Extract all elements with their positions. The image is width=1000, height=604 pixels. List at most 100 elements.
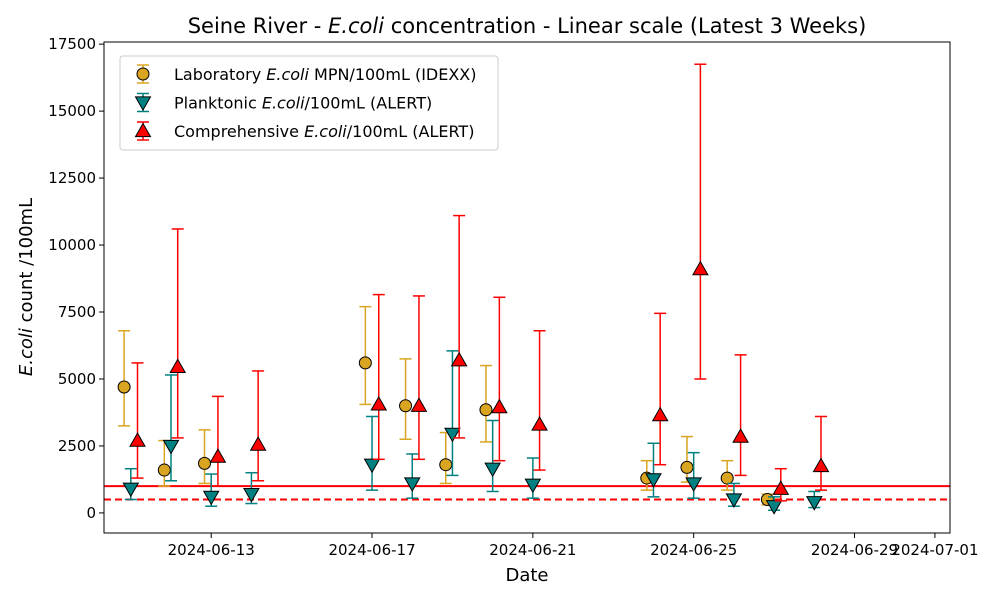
chart-title: Seine River - E.coli concentration - Lin… (188, 14, 867, 38)
circle-marker (720, 471, 734, 485)
triangle-up-marker (370, 395, 388, 411)
data-point (403, 453, 421, 499)
x-tick-label: 2024-06-17 (328, 541, 415, 559)
data-point (692, 63, 709, 380)
x-axis-label: Date (505, 565, 548, 586)
data-point (720, 459, 734, 491)
legend-label: Planktonic E.coli/100mL (ALERT) (174, 94, 432, 113)
triangle-up-marker (209, 448, 227, 463)
data-point (685, 451, 703, 499)
triangle-down-marker (403, 477, 421, 492)
data-point (765, 496, 783, 515)
plot-frame (103, 41, 951, 534)
y-tick-label: 17500 (48, 35, 96, 53)
triangle-up-marker (772, 480, 790, 495)
data-point (680, 435, 694, 483)
triangle-down-marker (243, 488, 260, 503)
triangle-down-marker (484, 462, 502, 478)
series-0 (117, 305, 774, 507)
triangle-down-marker (134, 96, 152, 112)
data-point (410, 295, 428, 461)
data-point (805, 490, 823, 511)
y-tick-label: 2500 (58, 437, 96, 455)
legend-label: Laboratory E.coli MPN/100mL (IDEXX) (174, 65, 477, 84)
circle-marker (399, 399, 413, 413)
data-point (524, 457, 542, 499)
y-tick-label: 5000 (58, 370, 96, 388)
y-axis-label: E.coli count /100mL (16, 198, 37, 376)
triangle-down-marker (122, 482, 140, 498)
data-point (129, 362, 146, 479)
data-point (162, 374, 180, 482)
triangle-down-marker (765, 500, 783, 515)
circle-marker (198, 456, 212, 470)
data-point (243, 471, 260, 505)
y-tick-label: 15000 (48, 102, 96, 120)
triangle-down-marker (202, 490, 220, 506)
circle-marker (117, 380, 131, 394)
data-point (725, 482, 743, 509)
data-point (531, 330, 548, 471)
data-point (479, 364, 493, 443)
x-tick-label: 2024-06-25 (650, 541, 737, 559)
legend-item: Laboratory E.coli MPN/100mL (IDEXX) (136, 64, 477, 84)
triangle-down-marker (645, 473, 662, 488)
data-point (484, 419, 502, 493)
series-2 (129, 63, 830, 502)
data-point (198, 429, 212, 485)
data-point (645, 442, 662, 498)
data-point (370, 293, 388, 461)
circle-marker (358, 356, 372, 370)
circle-marker (157, 463, 171, 477)
x-tick-label: 2024-06-29 (811, 541, 898, 559)
triangle-up-marker (450, 351, 468, 367)
data-point (117, 330, 131, 427)
circle-marker (136, 67, 150, 81)
data-point (439, 431, 453, 485)
data-point (450, 214, 468, 439)
data-point (209, 395, 227, 487)
triangle-down-marker (725, 493, 743, 509)
triangle-down-marker (805, 496, 823, 511)
triangle-up-marker (169, 358, 187, 374)
data-point (363, 415, 381, 491)
legend-label: Comprehensive E.coli/100mL (ALERT) (174, 122, 474, 141)
data-point (169, 228, 187, 439)
triangle-up-marker (812, 457, 830, 473)
circle-marker (680, 460, 694, 474)
triangle-down-marker (444, 427, 461, 443)
triangle-up-marker (490, 398, 508, 414)
triangle-up-marker (732, 428, 749, 443)
x-tick-label: 2024-07-01 (891, 541, 978, 559)
x-tick-label: 2024-06-21 (489, 541, 576, 559)
data-point (399, 358, 413, 440)
circle-marker (479, 403, 493, 417)
y-tick-label: 10000 (48, 236, 96, 254)
legend-item: Comprehensive E.coli/100mL (ALERT) (134, 121, 474, 141)
x-tick-label: 2024-06-13 (168, 541, 255, 559)
data-point (732, 354, 749, 477)
triangle-up-marker (531, 416, 548, 431)
circle-marker (439, 458, 453, 472)
y-tick-label: 0 (86, 504, 96, 522)
triangle-down-marker (524, 478, 542, 494)
triangle-up-marker (249, 436, 267, 451)
triangle-up-marker (134, 122, 152, 138)
triangle-up-marker (410, 397, 428, 412)
data-point (772, 467, 790, 502)
data-point (358, 305, 372, 406)
data-point (122, 467, 140, 501)
legend-item: Planktonic E.coli/100mL (ALERT) (134, 92, 432, 113)
data-point (812, 415, 830, 491)
triangle-up-marker (129, 432, 146, 447)
data-point (651, 312, 669, 466)
series-1 (122, 350, 823, 515)
triangle-up-marker (692, 260, 709, 276)
data-point (202, 473, 220, 507)
triangle-down-marker (363, 458, 381, 474)
triangle-down-marker (162, 439, 180, 455)
data-point (490, 296, 508, 462)
triangle-up-marker (651, 406, 669, 422)
data-point (444, 350, 461, 477)
